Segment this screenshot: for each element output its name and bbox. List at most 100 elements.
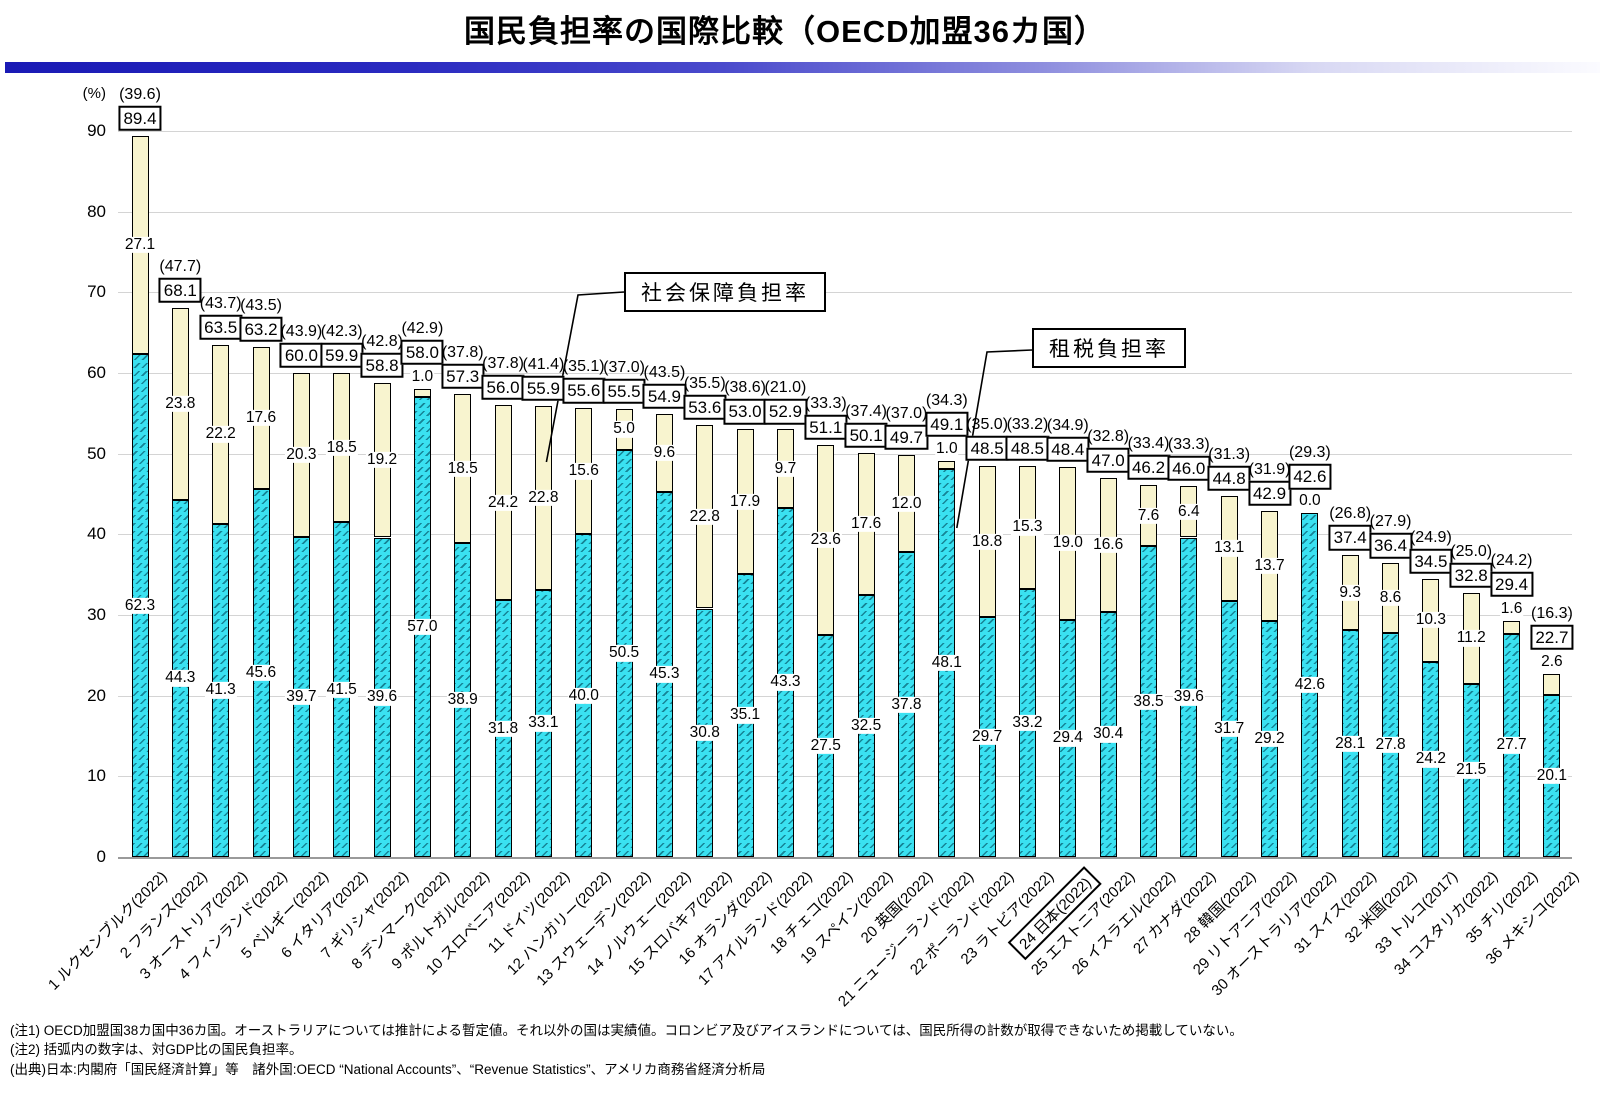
gdp-ratio-label-31: (26.8) <box>1329 505 1372 523</box>
header-gradient-bar <box>5 62 1600 73</box>
tax-value-label-10: 31.8 <box>486 719 520 737</box>
social-value-label-4: 17.6 <box>244 408 278 427</box>
tax-value-label-18: 27.5 <box>809 736 842 755</box>
tax-value-label-30: 42.6 <box>1293 676 1326 694</box>
gdp-ratio-label-35: (24.2) <box>1490 551 1533 569</box>
y-tick-50: 50 <box>87 443 106 463</box>
total-value-box-27: 46.0 <box>1167 455 1211 481</box>
social-value-label-24: 19.0 <box>1051 534 1084 552</box>
social-value-label-19: 17.6 <box>850 514 883 532</box>
tax-value-label-22: 29.7 <box>971 728 1004 746</box>
social-value-label-5: 20.3 <box>285 445 318 463</box>
gdp-ratio-label-1: (39.6) <box>119 85 161 103</box>
social-value-label-13: 5.0 <box>612 420 636 438</box>
tax-value-label-32: 27.8 <box>1374 735 1407 753</box>
social-value-label-27: 6.4 <box>1177 502 1201 520</box>
tax-value-label-27: 39.6 <box>1172 688 1205 706</box>
total-value-box-30: 42.6 <box>1288 464 1332 490</box>
note-2: (注2) 括弧内の数字は、対GDP比の国民負担率。 <box>10 1042 303 1058</box>
social-value-label-15: 22.8 <box>688 507 721 525</box>
total-value-box-15: 53.6 <box>683 394 727 420</box>
social-value-label-32: 8.6 <box>1378 588 1403 607</box>
total-value-box-7: 58.8 <box>360 352 404 378</box>
gdp-ratio-label-29: (31.9) <box>1248 460 1291 478</box>
total-value-box-4: 63.2 <box>239 316 283 343</box>
social-value-label-31: 9.3 <box>1338 583 1362 601</box>
y-tick-70: 70 <box>87 282 106 302</box>
gdp-ratio-label-33: (24.9) <box>1409 528 1452 546</box>
tax-value-label-26: 38.5 <box>1132 692 1165 710</box>
gdp-ratio-label-34: (25.0) <box>1450 543 1493 561</box>
gridline-20 <box>118 695 1572 697</box>
social-value-label-7: 19.2 <box>365 450 399 469</box>
social-value-label-8: 1.0 <box>410 367 435 386</box>
tax-value-label-5: 39.7 <box>285 687 318 705</box>
gdp-ratio-label-25: (32.8) <box>1087 427 1130 445</box>
page-title: 国民負担率の国際比較（OECD加盟36カ国） <box>463 14 1107 49</box>
tax-value-label-17: 43.3 <box>769 673 802 691</box>
tax-value-label-23: 33.2 <box>1011 713 1044 732</box>
bar-8-social-segment <box>413 389 431 398</box>
tax-value-label-34: 21.5 <box>1455 761 1488 779</box>
gdp-ratio-label-3: (43.7) <box>199 294 242 312</box>
gridline-60 <box>118 372 1572 374</box>
tax-value-label-36: 20.1 <box>1535 766 1568 785</box>
social-value-label-36: 2.6 <box>1540 652 1564 670</box>
total-value-box-36: 22.7 <box>1530 624 1574 650</box>
tax-value-label-16: 35.1 <box>729 706 762 724</box>
bar-35-social-segment <box>1503 620 1521 634</box>
tax-burden-callout: 租税負担率 <box>1032 328 1186 368</box>
gdp-ratio-label-32: (27.9) <box>1369 513 1412 531</box>
total-value-box-19: 50.1 <box>844 422 888 448</box>
social-value-label-11: 22.8 <box>527 488 560 507</box>
social-value-label-3: 22.2 <box>204 425 237 443</box>
total-value-box-28: 44.8 <box>1207 465 1251 491</box>
footnotes: (注1) OECD加盟国38カ国中36カ国。オーストラリアについては推計による暫… <box>10 1021 1243 1079</box>
social-value-label-35: 1.6 <box>1499 599 1524 617</box>
tax-value-label-35: 27.7 <box>1495 736 1528 754</box>
gdp-ratio-label-2: (47.7) <box>159 257 202 275</box>
gdp-ratio-label-7: (42.8) <box>361 332 403 350</box>
tax-value-label-4: 45.6 <box>244 663 278 682</box>
total-value-box-26: 46.2 <box>1126 454 1171 481</box>
gridline-10 <box>118 776 1572 778</box>
y-tick-80: 80 <box>87 201 106 221</box>
total-value-box-25: 47.0 <box>1086 447 1130 473</box>
tax-value-label-25: 30.4 <box>1092 725 1125 743</box>
note-1: (注1) OECD加盟国38カ国中36カ国。オーストラリアについては推計による暫… <box>10 1023 1243 1038</box>
gdp-ratio-label-4: (43.5) <box>240 297 282 315</box>
total-value-box-11: 55.9 <box>521 375 565 401</box>
gridline-80 <box>118 211 1572 213</box>
total-value-box-6: 59.9 <box>320 342 364 368</box>
total-value-box-13: 55.5 <box>602 378 646 405</box>
social-value-label-22: 18.8 <box>971 532 1004 550</box>
gridline-90 <box>118 130 1572 132</box>
y-tick-40: 40 <box>87 524 106 544</box>
tax-value-label-13: 50.5 <box>607 644 641 662</box>
tax-value-label-28: 31.7 <box>1213 719 1246 738</box>
tax-value-label-11: 33.1 <box>527 714 560 732</box>
gdp-ratio-label-30: (29.3) <box>1288 444 1331 462</box>
gdp-ratio-label-19: (37.4) <box>845 402 888 420</box>
tax-value-label-15: 30.8 <box>688 723 721 741</box>
total-value-box-14: 54.9 <box>642 383 686 410</box>
y-tick-0: 0 <box>96 847 106 866</box>
total-value-box-17: 52.9 <box>763 399 807 425</box>
gridline-30 <box>118 614 1572 616</box>
gdp-ratio-label-17: (21.0) <box>764 379 807 397</box>
bar-36-social-segment <box>1543 673 1561 695</box>
social-value-label-25: 16.6 <box>1092 535 1125 553</box>
tax-value-label-8: 57.0 <box>406 617 439 636</box>
tax-value-label-33: 24.2 <box>1414 750 1447 768</box>
gdp-ratio-label-10: (37.8) <box>482 355 524 373</box>
bar-21-social-segment <box>938 460 956 469</box>
social-value-label-18: 23.6 <box>809 530 842 549</box>
tax-value-label-6: 41.5 <box>325 680 358 698</box>
total-value-box-18: 51.1 <box>804 414 848 440</box>
social-value-label-33: 10.3 <box>1414 611 1447 629</box>
gdp-ratio-label-9: (37.8) <box>441 343 484 361</box>
social-value-label-17: 9.7 <box>773 459 798 477</box>
total-value-box-16: 53.0 <box>723 399 767 425</box>
y-tick-60: 60 <box>87 362 106 382</box>
source-note: (出典)日本:内閣府「国民経済計算」等 諸外国:OECD “National A… <box>10 1061 766 1077</box>
